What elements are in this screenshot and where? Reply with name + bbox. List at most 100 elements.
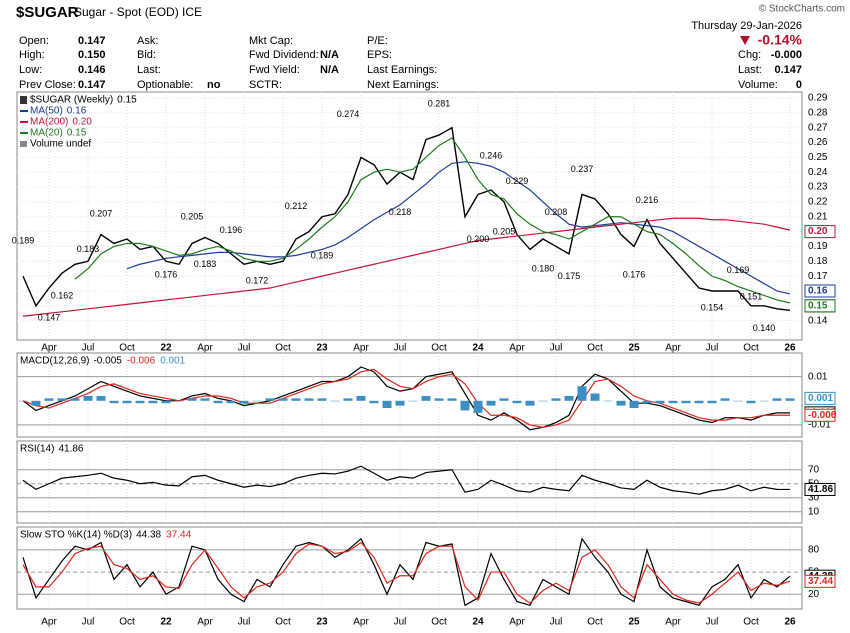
legend-value: 0.15	[117, 95, 137, 106]
value-badge-label: 0.20	[808, 226, 828, 237]
y-tick-label: 0.22	[808, 197, 828, 208]
panel-frame	[16, 91, 803, 341]
quote-label: Ask:	[137, 35, 158, 47]
histogram-bar	[421, 395, 431, 401]
value-badge-label: 0.15	[808, 300, 828, 311]
extreme-label: 0.205	[181, 212, 204, 222]
extreme-label: 0.216	[636, 195, 659, 205]
extreme-label: 0.176	[155, 270, 178, 280]
legend-value: 37.44	[166, 530, 191, 541]
y-tick-label: 80	[808, 545, 820, 556]
legend-title: $SUGAR (Weekly)	[30, 95, 113, 106]
histogram-bar	[525, 400, 535, 406]
x-tick-label: 26	[784, 343, 796, 354]
quote-value: 0.147	[78, 79, 106, 91]
extreme-label: 0.169	[727, 265, 750, 275]
legend-icon	[20, 141, 27, 147]
quote-label: Bid:	[137, 49, 156, 61]
y-tick-label: 0.28	[808, 107, 828, 118]
legend-value: -0.005	[93, 356, 122, 367]
histogram-bar	[746, 400, 756, 404]
histogram-bar	[629, 400, 639, 409]
value-badge	[804, 408, 836, 422]
quote-label: Open:	[19, 35, 49, 47]
histogram-bar	[265, 398, 275, 401]
y-tick-label: 30	[808, 492, 820, 503]
x-tick-label: Oct	[431, 343, 447, 354]
x-tick-label: Jul	[238, 617, 251, 628]
x-tick-label: Apr	[665, 617, 681, 628]
symbol: $SUGAR	[16, 4, 79, 21]
y-tick-label: 10	[808, 506, 820, 517]
x-tick-label: Apr	[353, 617, 369, 628]
value-badge	[804, 225, 836, 239]
y-tick-label: 0.25	[808, 152, 828, 163]
quote-label: Next Earnings:	[367, 79, 439, 91]
y-tick-label: -0.01	[808, 420, 831, 431]
quote-value: N/A	[320, 49, 339, 61]
histogram-bar	[369, 400, 379, 404]
extreme-label: 0.189	[311, 250, 334, 260]
value-badge-label: 0.001	[808, 393, 833, 404]
histogram-bar	[213, 400, 223, 404]
histogram-bar	[551, 398, 561, 401]
extreme-label: 0.218	[389, 207, 412, 217]
legend-entry: MA(20)	[30, 128, 63, 139]
series-line	[22, 465, 791, 495]
histogram-bar	[668, 400, 678, 404]
x-tick-label: Oct	[119, 343, 135, 354]
x-tick-label: Apr	[509, 617, 525, 628]
extreme-label: 0.176	[623, 270, 646, 280]
series-line	[22, 126, 791, 311]
x-tick-label: Apr	[41, 343, 57, 354]
x-tick-label: Oct	[431, 617, 447, 628]
extreme-label: 0.200	[467, 234, 490, 244]
extreme-label: 0.212	[285, 201, 308, 211]
quote-label: Last:	[137, 64, 161, 76]
series-line	[22, 368, 790, 428]
legend-value: 41.86	[58, 444, 83, 455]
histogram-bar	[655, 400, 665, 404]
x-tick-label: 22	[160, 617, 172, 628]
x-tick-label: Apr	[665, 343, 681, 354]
y-tick-label: 0.19	[808, 241, 828, 252]
quote-value: 0	[796, 79, 802, 91]
extreme-label: 0.147	[38, 313, 61, 323]
x-tick-label: Jul	[82, 617, 95, 628]
histogram-bar	[330, 400, 340, 402]
quote-value: 0.147	[774, 64, 802, 76]
histogram-bar	[70, 398, 80, 401]
x-tick-label: Jul	[394, 617, 407, 628]
value-badge	[804, 482, 836, 496]
value-badge	[804, 391, 836, 405]
histogram-bar	[460, 400, 470, 411]
extreme-label: 0.207	[90, 209, 113, 219]
value-badge	[804, 574, 836, 588]
series-line	[22, 366, 790, 431]
value-badge	[804, 299, 836, 313]
x-tick-label: 25	[628, 617, 640, 628]
histogram-bar	[720, 398, 730, 401]
histogram-bar	[772, 398, 782, 401]
x-tick-label: Apr	[197, 617, 213, 628]
legend-entry: MA(50)	[30, 106, 63, 117]
x-tick-label: Jul	[238, 343, 251, 354]
histogram-bar	[343, 398, 353, 401]
legend-value: 0.16	[67, 106, 87, 117]
extreme-label: 0.172	[246, 276, 269, 286]
x-tick-label: 25	[628, 343, 640, 354]
value-badge-label: 41.86	[808, 484, 833, 495]
extreme-label: 0.229	[506, 176, 529, 186]
histogram-bar	[434, 398, 444, 401]
series-line	[126, 161, 791, 295]
histogram-bar	[31, 400, 41, 406]
down-arrow	[740, 36, 750, 45]
legend-title: Slow STO %K(14) %D(3)	[20, 530, 132, 541]
quote-label: Optionable:	[137, 79, 193, 91]
histogram-bar	[174, 400, 184, 402]
y-tick-label: 0.17	[808, 271, 828, 282]
value-badge-label: 37.44	[808, 576, 833, 587]
series-line	[22, 541, 791, 604]
x-tick-label: Jul	[82, 343, 95, 354]
x-tick-label: Oct	[275, 343, 291, 354]
